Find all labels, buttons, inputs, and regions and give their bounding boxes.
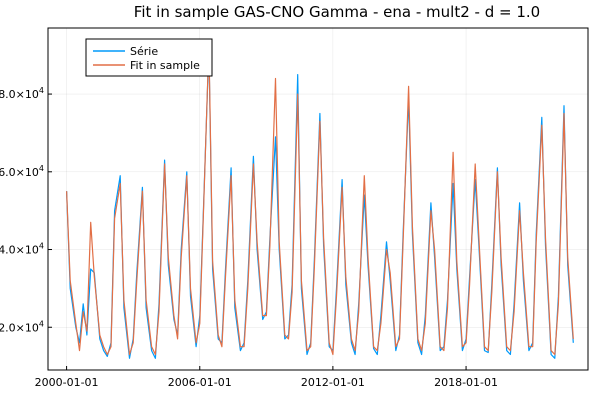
x-tick-label: 2000-01-01: [35, 376, 99, 389]
chart-title: Fit in sample GAS-CNO Gamma - ena - mult…: [134, 3, 540, 21]
y-tick-label: 8.0×104: [0, 86, 44, 101]
plot-frame: [47, 27, 589, 371]
y-tick-label: 6.0×104: [0, 164, 44, 179]
x-tick-label: 2018-01-01: [434, 376, 498, 389]
x-axis: 2000-01-01 2006-01-01 2012-01-01 2018-01-01: [35, 366, 498, 389]
grid: [48, 28, 588, 370]
legend: Série Fit in sample: [85, 38, 213, 77]
y-tick-label: 2.0×104: [0, 319, 44, 334]
legend-label-fit: Fit in sample: [130, 59, 200, 72]
legend-box: [85, 38, 213, 77]
series-layer: [66, 42, 574, 359]
x-tick-label: 2012-01-01: [301, 376, 365, 389]
plot-area: [47, 27, 589, 371]
series-line-1: [66, 42, 574, 356]
x-tick-label: 2006-01-01: [168, 376, 232, 389]
y-axis: 2.0×104 4.0×104 6.0×104 8.0×104: [0, 86, 52, 334]
y-tick-label: 4.0×104: [0, 242, 44, 257]
legend-label-serie: Série: [130, 45, 158, 58]
